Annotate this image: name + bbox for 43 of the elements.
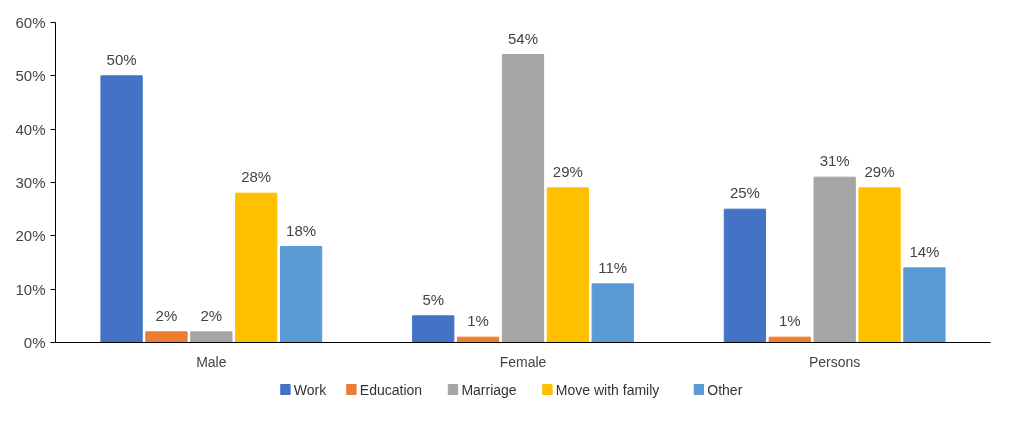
data-label: 2% [200,306,223,324]
bar [235,192,278,343]
data-label: 25% [729,184,760,202]
legend-label: Move with family [555,381,660,398]
data-label: 1% [467,312,489,330]
bar [100,75,143,343]
y-tick-label: 40% [15,120,46,138]
legend-label: Education [359,381,423,398]
bar [190,331,233,343]
data-label: 5% [422,290,445,308]
bar [903,267,946,343]
bar [279,246,323,343]
bar [501,54,545,343]
legend-label: Work [293,381,328,398]
x-tick-label: Female [499,353,547,370]
data-label: 2% [155,306,178,324]
bar [546,187,590,343]
bar [813,176,856,343]
data-label: 29% [552,162,583,180]
y-tick-label: 60% [15,14,46,31]
data-label: 18% [286,221,317,239]
data-label: 31% [819,152,850,170]
y-tick-label: 0% [23,334,46,351]
data-label: 1% [778,312,801,330]
bar [145,331,188,343]
data-label: 28% [241,168,272,186]
y-tick-label: 10% [15,280,46,298]
data-label: 50% [106,50,137,68]
x-tick-label: Persons [808,353,861,370]
bar [412,315,455,343]
legend-label: Marriage [461,381,517,398]
data-label: 11% [598,258,628,276]
data-label: 14% [909,242,940,260]
data-label: 29% [864,162,895,180]
legend-label: Other [707,381,743,398]
bar [858,187,901,343]
bar [591,283,634,343]
y-tick-label: 50% [15,67,46,85]
bar [723,208,767,343]
y-tick-label: 20% [15,227,46,245]
x-tick-label: Male [196,353,227,370]
y-tick-label: 30% [15,174,46,191]
data-label: 54% [507,29,539,47]
